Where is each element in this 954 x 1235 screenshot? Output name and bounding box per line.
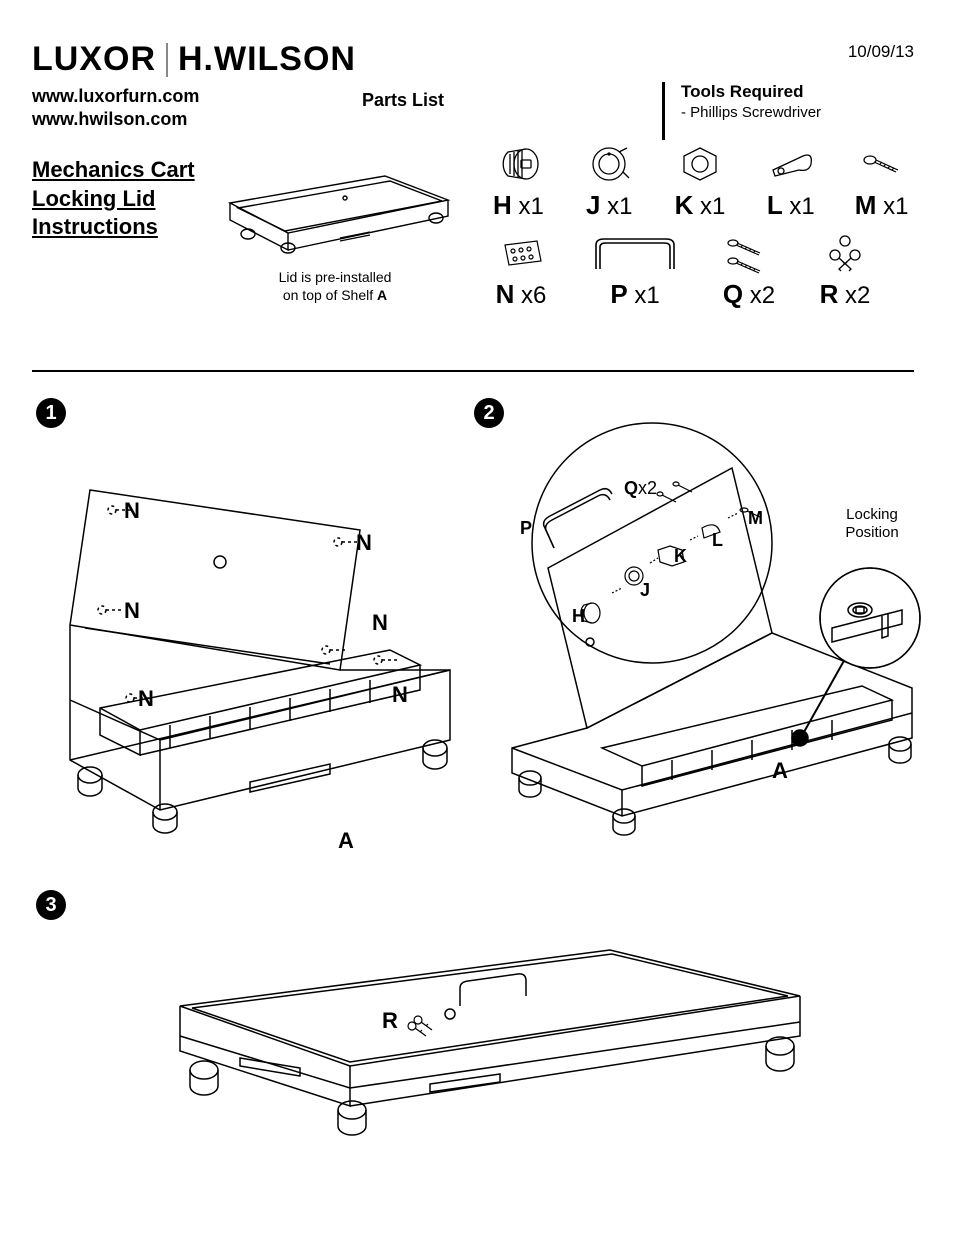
title-line-3: Instructions <box>32 214 158 239</box>
label-K: K <box>674 546 687 567</box>
parts-list-header: Parts List <box>362 90 444 111</box>
brand-logo: LUXOR H.WILSON <box>32 40 922 79</box>
label-N: N <box>356 530 372 556</box>
part-J: J x1 <box>571 142 648 221</box>
label-A: A <box>772 758 788 784</box>
lid-closed-icon <box>210 148 460 268</box>
lock-cylinder-icon <box>488 142 548 186</box>
step-1-figure: N N N N N N A <box>30 450 460 855</box>
hex-nut-icon <box>670 142 730 186</box>
part-qty: x1 <box>700 193 725 220</box>
part-H: H x1 <box>480 142 557 221</box>
label-N: N <box>124 598 140 624</box>
brand-left: LUXOR <box>32 40 156 79</box>
tools-header: Tools Required <box>681 82 821 102</box>
part-M: M x1 <box>843 142 920 221</box>
part-qty: x6 <box>521 282 546 309</box>
bumper-pad-icon <box>491 231 551 275</box>
part-L: L x1 <box>752 142 829 221</box>
intro-caption-l1: Lid is pre-installed <box>279 269 392 285</box>
label-J: J <box>640 580 650 601</box>
intro-caption: Lid is pre-installed on top of Shelf A <box>210 269 460 304</box>
part-id: H <box>493 190 512 220</box>
locking-position-label: LockingPosition <box>832 506 912 542</box>
section-divider <box>32 370 914 372</box>
label-N: N <box>124 498 140 524</box>
lock-cam-icon <box>761 142 821 186</box>
part-id: L <box>767 190 783 220</box>
step-3-badge: 3 <box>36 890 66 920</box>
part-qty: x2 <box>845 282 870 309</box>
part-N: N x6 <box>480 231 562 310</box>
title-line-1: Mechanics Cart <box>32 157 195 182</box>
part-P: P x1 <box>576 231 694 310</box>
step-1-badge: 1 <box>36 398 66 428</box>
part-Q: Q x2 <box>708 231 790 310</box>
part-id: R <box>820 279 839 309</box>
part-qty: x2 <box>750 282 775 309</box>
part-id: P <box>610 279 627 309</box>
brand-right: H.WILSON <box>178 40 356 79</box>
intro-caption-l2: on top of Shelf <box>283 287 377 303</box>
part-id: Q <box>723 279 743 309</box>
label-N: N <box>392 682 408 708</box>
part-K: K x1 <box>662 142 739 221</box>
tools-required: Tools Required - Phillips Screwdriver <box>662 82 821 140</box>
title-line-2: Locking Lid <box>32 186 155 211</box>
part-qty: x1 <box>607 193 632 220</box>
label-L: L <box>712 530 723 551</box>
parts-row-2: N x6 P x1 Q x2 R x2 <box>480 231 920 310</box>
parts-grid: H x1 J x1 K x1 L x1 M x1 N x6 P x1 <box>480 142 920 310</box>
step-2-figure: Qx2 P H J K L M A LockingPosition <box>472 418 932 863</box>
label-N: N <box>138 686 154 712</box>
label-A: A <box>338 828 354 854</box>
tools-item: - Phillips Screwdriver <box>681 104 821 121</box>
part-id: J <box>586 190 600 220</box>
lock-assembly-icon <box>472 418 932 858</box>
part-qty: x1 <box>518 193 543 220</box>
lid-open-pads-icon <box>30 450 460 850</box>
keys-icon <box>815 231 875 275</box>
part-qty: x1 <box>883 193 908 220</box>
screw-small-icon <box>852 142 912 186</box>
part-id: M <box>855 190 877 220</box>
bolt-icon <box>719 231 779 275</box>
part-qty: x1 <box>634 282 659 309</box>
part-id: N <box>496 279 515 309</box>
brand-divider <box>166 43 168 77</box>
lid-closed-final-icon <box>120 936 840 1136</box>
part-R: R x2 <box>804 231 886 310</box>
part-id: K <box>675 190 694 220</box>
label-P: P <box>520 518 532 539</box>
label-Q: Qx2 <box>624 478 657 499</box>
handle-icon <box>576 231 694 275</box>
lock-ring-icon <box>579 142 639 186</box>
intro-caption-bold: A <box>377 287 387 303</box>
step-3-figure: R <box>120 936 840 1141</box>
label-H: H <box>572 606 585 627</box>
parts-row-1: H x1 J x1 K x1 L x1 M x1 <box>480 142 920 221</box>
label-N: N <box>372 610 388 636</box>
intro-figure: Lid is pre-installed on top of Shelf A <box>210 148 460 304</box>
label-M: M <box>748 508 763 529</box>
label-R: R <box>382 1008 398 1034</box>
part-qty: x1 <box>789 193 814 220</box>
